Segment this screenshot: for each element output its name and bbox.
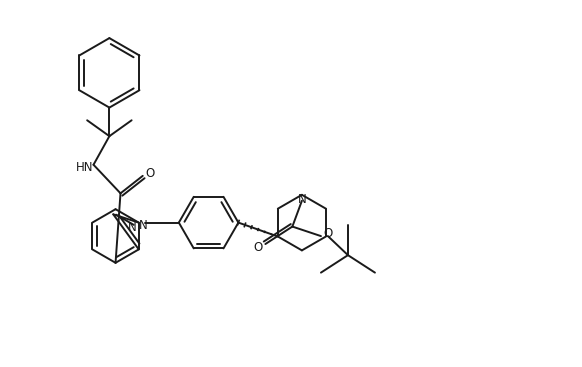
Text: N: N bbox=[139, 219, 148, 232]
Text: N: N bbox=[297, 193, 306, 206]
Text: O: O bbox=[323, 226, 332, 240]
Text: O: O bbox=[145, 167, 154, 180]
Text: O: O bbox=[254, 240, 263, 254]
Text: N: N bbox=[127, 221, 136, 234]
Text: HN: HN bbox=[76, 161, 93, 174]
